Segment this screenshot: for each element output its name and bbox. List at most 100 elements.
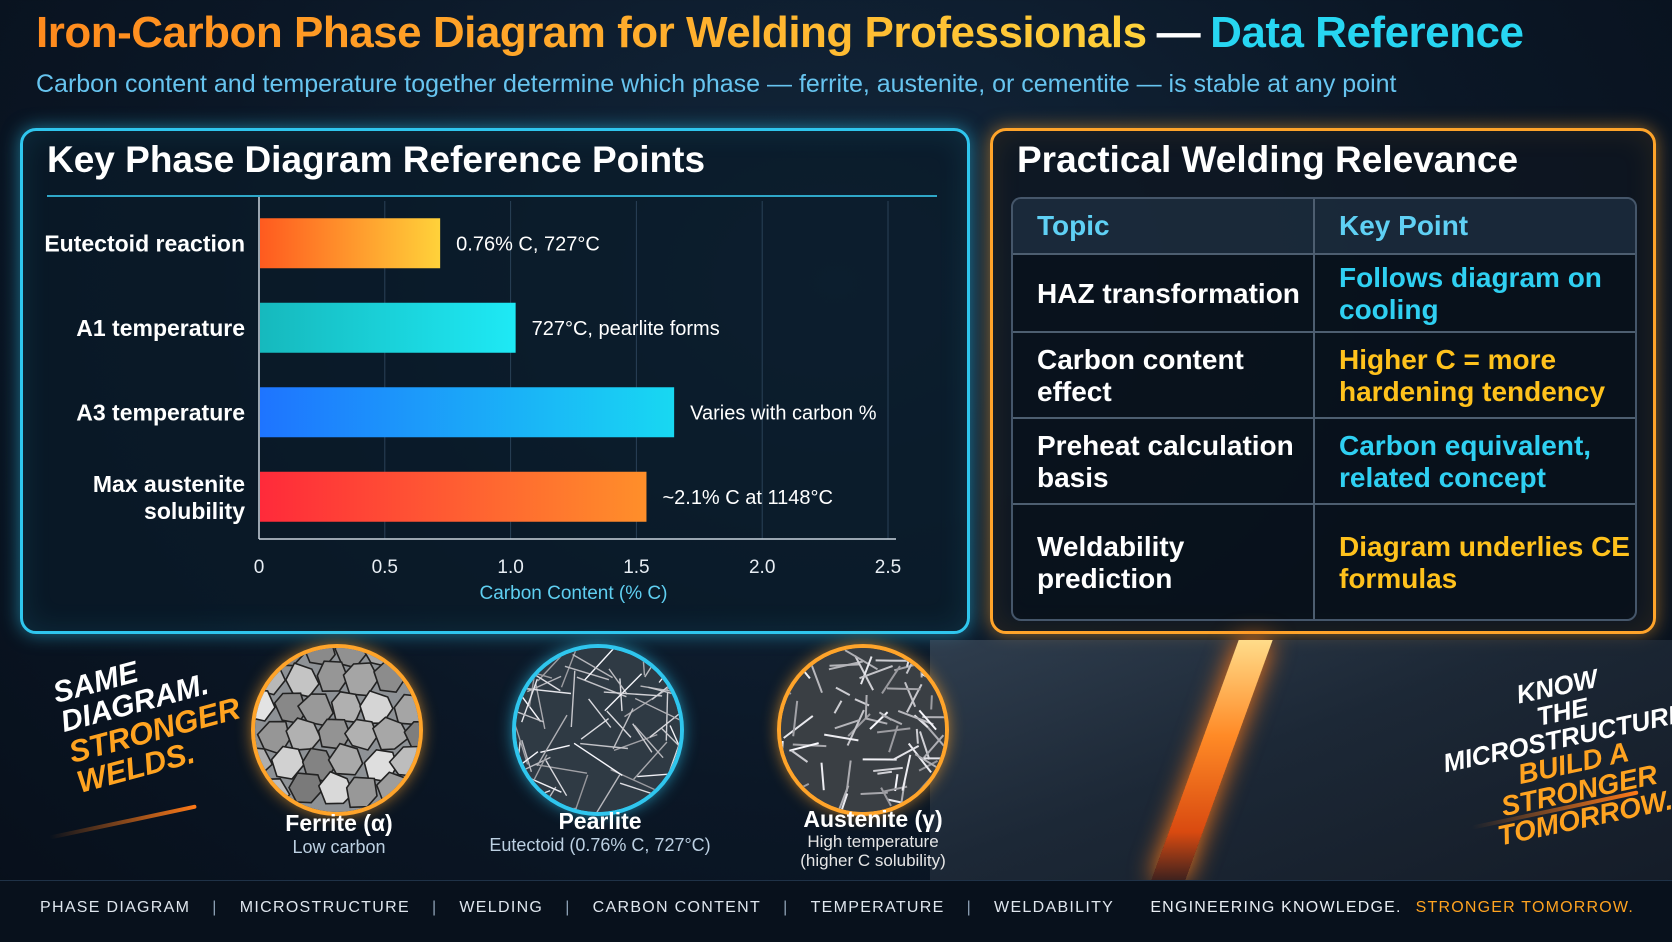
welding-relevance-title: Practical Welding Relevance (1017, 139, 1518, 181)
footer-tag: WELDABILITY (994, 899, 1114, 917)
footer-tag: WELDING (459, 899, 543, 917)
footer-tag: CARBON CONTENT (593, 899, 761, 917)
category-label-line: Max austenite (93, 471, 245, 497)
bar-data-label: 0.76% C, 727°C (456, 233, 600, 255)
bar-data-label: 727°C, pearlite forms (532, 318, 720, 340)
needle (866, 695, 867, 719)
footer-tags: PHASE DIAGRAM | MICROSTRUCTURE | WELDING | CAR… (40, 899, 1114, 917)
needle (917, 729, 918, 744)
x-tick-label: 1.5 (623, 557, 649, 578)
needle (781, 674, 791, 695)
pearlite-label: Pearlite Eutectoid (0.76% C, 727°C) (470, 808, 730, 856)
pearlite-name: Pearlite (470, 808, 730, 835)
austenite-desc-2: (higher C solubility) (743, 852, 1003, 871)
needle (926, 650, 930, 665)
ferrite-desc: Low carbon (209, 837, 469, 858)
header-topic: Topic (1013, 199, 1313, 253)
page-subtitle: Carbon content and temperature together … (36, 70, 1396, 99)
needle (830, 664, 861, 665)
row-key-point: Follows diagram on cooling (1313, 255, 1635, 333)
lamella (517, 662, 523, 697)
row-topic: Preheat calculation basis (1013, 419, 1313, 505)
bar-data-label: Varies with carbon % (690, 402, 877, 424)
slogan-left-swoosh (49, 804, 197, 839)
grain (394, 648, 419, 668)
ferrite-label: Ferrite (α) Low carbon (209, 810, 469, 858)
category-label: Eutectoid reaction (44, 230, 245, 256)
lamella (516, 791, 550, 806)
needle (931, 695, 932, 709)
footer-separator: | (212, 899, 217, 917)
table-row: Weldability prediction Diagram underlies… (1013, 503, 1635, 621)
austenite-desc-1: High temperature (743, 833, 1003, 852)
x-tick-label: 2.0 (749, 557, 775, 578)
bar (260, 303, 516, 353)
x-tick-label: 1.0 (497, 557, 523, 578)
page-title: Iron-Carbon Phase Diagram for Welding Pr… (36, 8, 1523, 58)
footer-tagline-text: ENGINEERING KNOWLEDGE. (1150, 899, 1401, 916)
micrograph-texture (516, 648, 680, 812)
ferrite-name: Ferrite (α) (209, 810, 469, 837)
bar-chart: 0 0.5 1.0 1.5 2.0 2.5 Carbon Content (% C) Eute… (23, 131, 967, 631)
austenite-label: Austenite (γ) High temperature (higher C… (743, 806, 1003, 870)
welding-relevance-panel: Practical Welding Relevance Topic Key Po… (990, 128, 1656, 634)
row-topic: Carbon content effect (1013, 333, 1313, 419)
grain (409, 780, 419, 808)
grain (332, 692, 362, 722)
grain (255, 648, 275, 666)
footer-separator: | (565, 899, 570, 917)
footer-bar: PHASE DIAGRAM | MICROSTRUCTURE | WELDING | CAR… (0, 880, 1672, 942)
needle (783, 773, 787, 802)
row-key-point: Carbon equivalent, related concept (1313, 419, 1635, 505)
footer-tag: PHASE DIAGRAM (40, 899, 190, 917)
footer-separator: | (967, 899, 972, 917)
bar (260, 218, 440, 268)
lamella (659, 659, 678, 683)
footer-separator: | (432, 899, 437, 917)
footer-tag: MICROSTRUCTURE (240, 899, 410, 917)
x-tick-label: 0 (254, 557, 265, 578)
footer-tag: TEMPERATURE (811, 899, 945, 917)
needle (781, 664, 802, 673)
table-row: Carbon content effect Higher C = more ha… (1013, 331, 1635, 419)
category-label: A3 temperature (76, 399, 245, 425)
table-header-row: Topic Key Point (1013, 199, 1635, 253)
pearlite-micrograph (516, 648, 680, 812)
pearlite-desc: Eutectoid (0.76% C, 727°C) (470, 835, 730, 856)
needle (782, 741, 783, 755)
lamella (661, 648, 680, 656)
austenite-name: Austenite (γ) (743, 806, 1003, 833)
needle (887, 688, 920, 689)
title-main: Iron-Carbon Phase Diagram for Welding Pr… (36, 8, 1147, 57)
bar (260, 387, 674, 437)
header-key-point: Key Point (1313, 199, 1635, 253)
category-label: A1 temperature (76, 315, 245, 341)
austenite-micrograph (781, 648, 945, 812)
ferrite-micrograph (255, 648, 419, 812)
row-key-point: Diagram underlies CE formulas (1313, 505, 1635, 621)
needle (782, 656, 793, 668)
title-accent: Data Reference (1210, 8, 1523, 57)
footer-tagline: ENGINEERING KNOWLEDGE. STRONGER TOMORROW. (1150, 899, 1634, 917)
x-tick-label: 0.5 (372, 557, 398, 578)
table-row: Preheat calculation basis Carbon equival… (1013, 417, 1635, 505)
footer-tagline-accent: STRONGER TOMORROW. (1416, 899, 1634, 916)
row-topic: Weldability prediction (1013, 505, 1313, 621)
row-key-point: Higher C = more hardening tendency (1313, 333, 1635, 419)
bar-data-label: ~2.1% C at 1148°C (662, 487, 833, 509)
table-row: HAZ transformation Follows diagram on co… (1013, 253, 1635, 333)
x-tick-label: 2.5 (875, 557, 901, 578)
x-axis-label: Carbon Content (% C) (480, 583, 668, 604)
row-topic: HAZ transformation (1013, 255, 1313, 333)
micrograph-texture (781, 648, 945, 812)
micrograph-texture (255, 648, 419, 812)
relevance-table: Topic Key Point HAZ transformation Follo… (1011, 197, 1637, 621)
slogan-left: SAME DIAGRAM. STRONGER WELDS. (50, 635, 251, 798)
category-label-line: solubility (144, 498, 245, 524)
title-dash: — (1157, 8, 1201, 57)
footer-separator: | (783, 899, 788, 917)
bar (260, 472, 646, 522)
micrograph-bg (516, 648, 680, 812)
